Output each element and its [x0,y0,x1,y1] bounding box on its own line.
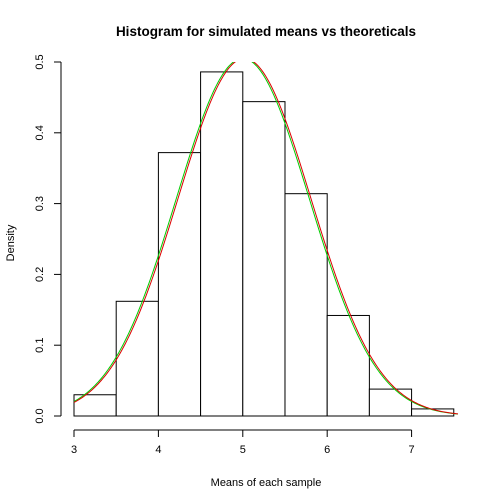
theoretical-normal-curve [73,62,459,415]
histogram-bar [368,388,413,417]
histogram-bars [73,71,455,417]
y-tick-label: 0.3 [34,196,46,211]
histogram-bar [115,300,159,417]
y-axis-label: Density [5,224,17,261]
x-tick-label: 4 [155,444,161,456]
x-axis: 3 4 5 6 7 [71,429,415,456]
histogram-bar [157,152,202,417]
histogram-bar [200,71,244,417]
y-tick-label: 0.1 [34,338,46,353]
x-tick-label: 6 [324,444,330,456]
y-tick-label: 0.4 [34,125,46,140]
y-tick-label: 0.0 [34,408,46,423]
x-tick-label: 7 [409,444,415,456]
simulated-density-curve [73,62,459,415]
y-tick-label: 0.2 [34,267,46,282]
histogram-bar [284,193,328,417]
histogram-bar [326,314,370,417]
x-tick-label: 5 [240,444,246,456]
density-curves [73,62,459,415]
chart-title: Histogram for simulated means vs theoret… [116,24,416,39]
y-axis: 0.0 0.1 0.2 0.3 0.4 0.5 [34,54,62,424]
x-tick-label: 3 [71,444,77,456]
histogram-bar [242,101,286,417]
y-tick-label: 0.5 [34,54,46,69]
x-axis-label: Means of each sample [211,477,322,489]
